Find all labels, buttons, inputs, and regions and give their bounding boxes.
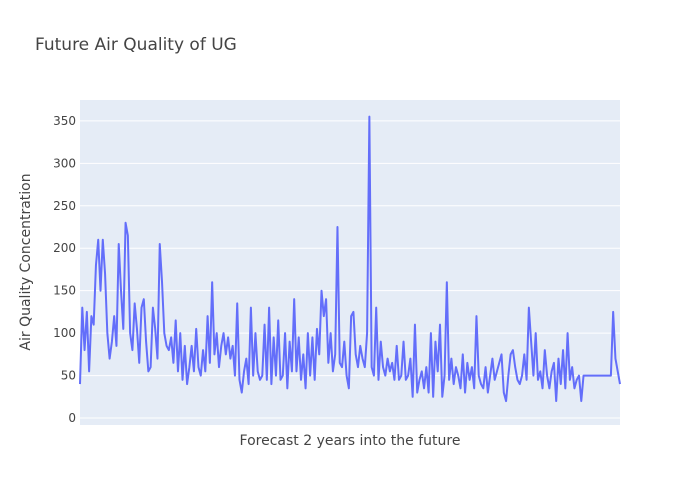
y-tick-label: 350 [53,114,76,128]
x-axis-title: Forecast 2 years into the future [240,433,461,449]
y-tick-label: 250 [53,199,76,213]
y-tick-label: 200 [53,241,76,255]
y-tick-label: 0 [68,411,76,425]
y-tick-label: 300 [53,156,76,170]
y-tick-label: 150 [53,284,76,298]
data-line [79,115,621,403]
y-axis-title: Air Quality Concentration [18,173,34,350]
chart-title: Future Air Quality of UG [35,35,237,55]
y-tick-label: 100 [53,326,76,340]
y-tick-label: 50 [61,369,76,383]
